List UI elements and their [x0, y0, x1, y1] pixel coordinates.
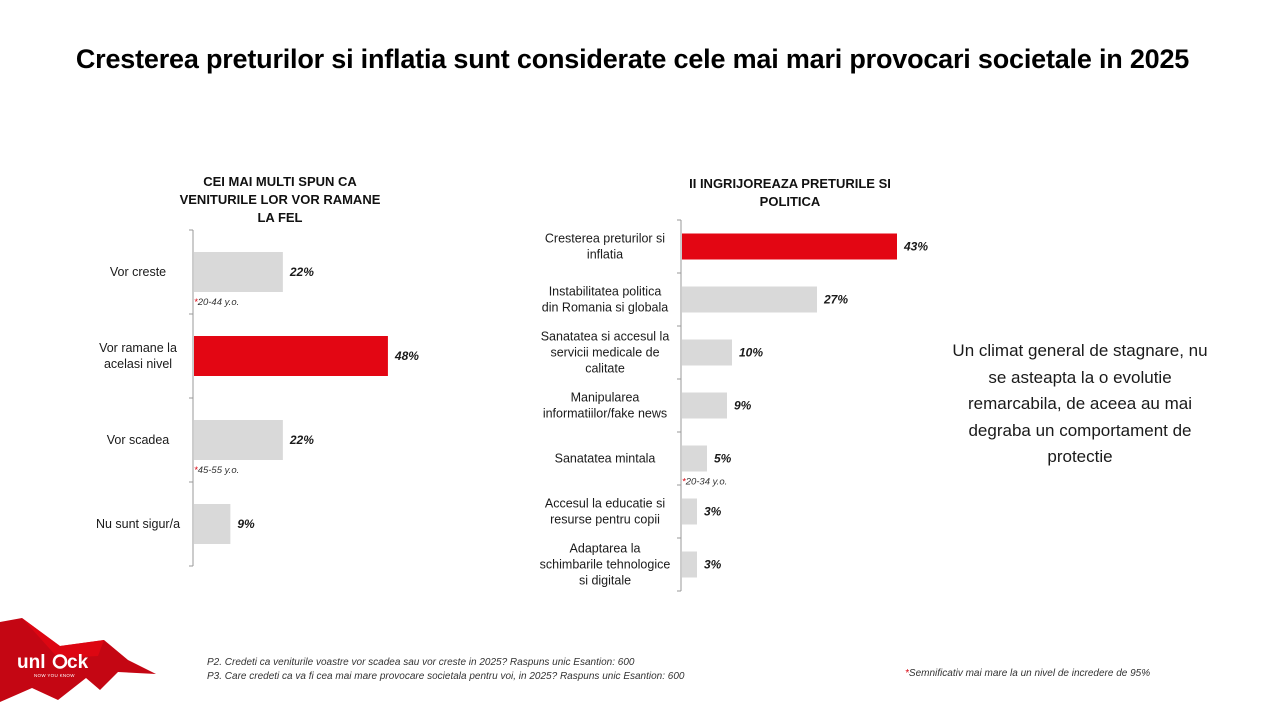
value-label: 43% [903, 240, 928, 254]
chart-2-title-line: POLITICA [759, 194, 821, 209]
category-label: Instabilitatea politica [549, 285, 662, 299]
category-label: Vor scadea [107, 433, 170, 447]
note-star: * [682, 477, 686, 488]
category-label: inflatia [587, 248, 623, 262]
bar [194, 336, 388, 376]
bar [194, 504, 231, 544]
bar [682, 498, 697, 525]
value-label: 48% [394, 349, 419, 363]
chart-2-title: II INGRIJOREAZA PRETURILE SI POLITICA [670, 175, 910, 211]
category-label: resurse pentru copii [550, 513, 660, 527]
chart-1-title-line: CEI MAI MULTI SPUN CA [203, 174, 357, 189]
chart-1-title-line: LA FEL [257, 210, 303, 225]
value-label: 9% [734, 399, 752, 413]
svg-text:NOW YOU KNOW: NOW YOU KNOW [34, 673, 75, 678]
category-label: Sanatatea mintala [555, 452, 656, 466]
bar [682, 339, 732, 366]
category-label: Manipularea [571, 391, 640, 405]
bar [682, 233, 897, 260]
income-expectation-chart: 22%Vor creste*20-44 y.o.48%Vor ramane la… [96, 229, 419, 567]
category-label: si digitale [579, 574, 631, 588]
svg-text:ck: ck [67, 652, 89, 673]
significance-text: Semnificativ mai mare la un nivel de inc… [908, 668, 1151, 679]
chart-1-title: CEI MAI MULTI SPUN CA VENITURILE LOR VOR… [150, 173, 410, 227]
significance-note-label: *20-44 y.o. [194, 297, 239, 308]
category-label: Nu sunt sigur/a [96, 517, 180, 531]
source-notes: P2. Credeti ca veniturile voastre vor sc… [207, 656, 685, 683]
significance-note-label: *45-55 y.o. [194, 465, 239, 476]
unlock-logo: unl ck NOW YOU KNOW [0, 618, 170, 711]
value-label: 22% [289, 265, 314, 279]
category-label: Accesul la educatie si [545, 497, 665, 511]
note-text: 20-44 y.o. [197, 297, 240, 308]
category-label: Cresterea preturilor si [545, 232, 665, 246]
bar [682, 286, 817, 313]
bar [682, 551, 697, 578]
chart-1-title-line: VENITURILE LOR VOR RAMANE [179, 192, 381, 207]
bar [194, 252, 283, 292]
value-label: 3% [704, 505, 722, 519]
bar [194, 420, 283, 460]
value-label: 22% [289, 433, 314, 447]
category-label: din Romania si globala [542, 301, 669, 315]
category-label: schimbarile tehnologice [540, 558, 671, 572]
insight-note: Un climat general de stagnare, nu se ast… [952, 341, 1208, 466]
source-note-line: P3. Care credeti ca va fi cea mai mare p… [207, 670, 685, 682]
note-star: * [194, 297, 198, 308]
source-note-line: P2. Credeti ca veniturile voastre vor sc… [207, 657, 635, 668]
chart-2-title-line: II INGRIJOREAZA PRETURILE SI [689, 176, 891, 191]
value-label: 27% [823, 293, 848, 307]
value-label: 3% [704, 558, 722, 572]
value-label: 9% [237, 517, 255, 531]
category-label: servicii medicale de [550, 346, 659, 360]
note-text: 20-34 y.o. [685, 477, 728, 488]
significance-star: * [905, 668, 909, 679]
category-label: Vor ramane la [99, 341, 177, 355]
page-title: Cresterea preturilor si inflatia sunt co… [75, 44, 1190, 74]
bar [682, 445, 707, 472]
value-label: 5% [714, 452, 732, 466]
category-label: acelasi nivel [104, 357, 172, 371]
category-label: calitate [585, 362, 625, 376]
category-label: Vor creste [110, 265, 166, 279]
note-text: 45-55 y.o. [198, 465, 240, 476]
note-star: * [194, 465, 198, 476]
category-label: informatiilor/fake news [543, 407, 667, 421]
category-label: Sanatatea si accesul la [541, 330, 670, 344]
category-label: Adaptarea la [570, 542, 641, 556]
significance-note: *Semnificativ mai mare la un nivel de in… [905, 668, 1150, 679]
svg-text:unl: unl [17, 652, 46, 673]
value-label: 10% [739, 346, 763, 360]
societal-challenges-chart: 43% Cresterea preturilor si inflatia 27% Ins… [540, 219, 928, 592]
bar [682, 392, 727, 419]
significance-note-label: *20-34 y.o. [682, 477, 727, 488]
